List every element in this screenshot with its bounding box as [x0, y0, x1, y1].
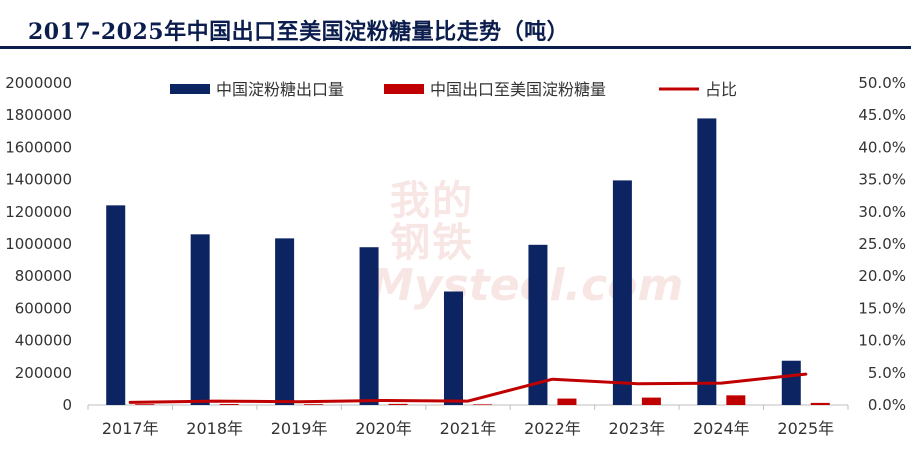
y-right-tick-label: 15.0%	[858, 299, 906, 317]
x-tick-label: 2024年	[693, 419, 750, 438]
y-right-tick-label: 35.0%	[858, 171, 906, 189]
x-tick-label: 2025年	[777, 419, 834, 438]
x-tick-label: 2020年	[355, 419, 412, 438]
bar-total-export	[106, 205, 126, 405]
legend-swatch	[170, 84, 210, 94]
y-left-tick-label: 0	[62, 396, 72, 414]
y-right-tick-label: 30.0%	[858, 203, 906, 221]
ratio-line	[128, 372, 808, 404]
title-underline	[0, 46, 911, 49]
y-left-tick-label: 600000	[15, 299, 72, 317]
y-left-tick-label: 1800000	[5, 106, 72, 124]
x-tick-label: 2022年	[524, 419, 581, 438]
x-tick-label: 2021年	[440, 419, 497, 438]
bar-us-export	[726, 395, 746, 405]
bar-total-export	[444, 291, 463, 405]
x-tick-label: 2017年	[102, 419, 159, 438]
bar-us-export	[473, 404, 492, 405]
y-right-tick-label: 50.0%	[858, 74, 906, 92]
legend-label: 中国出口至美国淀粉糖量	[430, 80, 606, 99]
bar-total-export	[190, 234, 210, 405]
y-right-tick-label: 0.0%	[868, 396, 906, 414]
bar-us-export	[135, 404, 155, 405]
x-tick-label: 2023年	[609, 419, 666, 438]
bar-us-export	[304, 404, 324, 405]
bar-us-export	[219, 404, 239, 405]
y-right-tick-label: 20.0%	[858, 267, 906, 285]
y-right-tick-label: 5.0%	[868, 364, 906, 382]
y-left-tick-label: 1400000	[5, 171, 72, 189]
y-left-tick-label: 200000	[15, 364, 72, 382]
bar-total-export	[359, 247, 379, 405]
y-right-tick-label: 10.0%	[858, 332, 906, 350]
y-left-tick-label: 1200000	[5, 203, 72, 221]
bar-us-export	[810, 402, 830, 405]
bar-total-export	[612, 180, 632, 405]
y-left-tick-label: 400000	[15, 332, 72, 350]
legend-label: 占比	[705, 80, 737, 99]
y-right-tick-label: 25.0%	[858, 235, 906, 253]
legend-swatch	[384, 84, 424, 94]
bar-total-export	[781, 360, 801, 405]
x-tick-label: 2018年	[186, 419, 243, 438]
legend-label: 中国淀粉糖出口量	[216, 80, 344, 99]
bar-total-export	[528, 244, 548, 405]
y-left-tick-label: 2000000	[5, 74, 72, 92]
chart-title: 2017-2025年中国出口至美国淀粉糖量比走势（吨）	[28, 19, 570, 45]
y-left-tick-label: 1000000	[5, 235, 72, 253]
y-left-tick-label: 800000	[15, 267, 72, 285]
y-right-tick-label: 40.0%	[858, 138, 906, 156]
bar-total-export	[275, 238, 295, 405]
y-right-tick-label: 45.0%	[858, 106, 906, 124]
bar-us-export	[388, 403, 408, 405]
bar-us-export	[557, 398, 577, 405]
bar-us-export	[641, 397, 661, 405]
x-tick-label: 2019年	[271, 419, 328, 438]
y-left-tick-label: 1600000	[5, 138, 72, 156]
bar-total-export	[697, 118, 717, 406]
